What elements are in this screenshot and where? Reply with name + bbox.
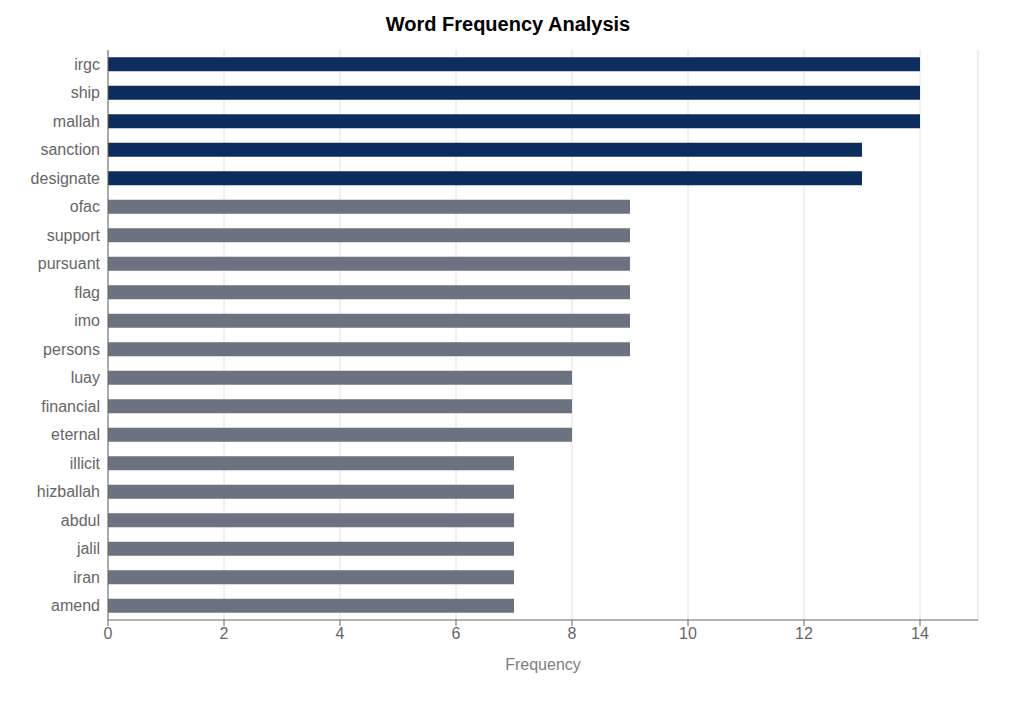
- svg-text:support: support: [47, 227, 101, 244]
- svg-text:6: 6: [452, 625, 461, 642]
- svg-text:ofac: ofac: [70, 198, 100, 215]
- svg-text:imo: imo: [74, 312, 100, 329]
- svg-text:Frequency: Frequency: [505, 656, 581, 673]
- svg-text:0: 0: [104, 625, 113, 642]
- svg-text:abdul: abdul: [61, 512, 100, 529]
- svg-text:2: 2: [220, 625, 229, 642]
- svg-text:8: 8: [568, 625, 577, 642]
- svg-text:iran: iran: [73, 569, 100, 586]
- svg-text:ship: ship: [71, 84, 100, 101]
- svg-text:eternal: eternal: [51, 426, 100, 443]
- svg-text:designate: designate: [31, 170, 100, 187]
- svg-text:sanction: sanction: [40, 141, 100, 158]
- svg-text:persons: persons: [43, 341, 100, 358]
- svg-text:luay: luay: [71, 369, 100, 386]
- svg-text:4: 4: [336, 625, 345, 642]
- svg-text:illicit: illicit: [70, 455, 101, 472]
- svg-text:flag: flag: [74, 284, 100, 301]
- svg-text:jalil: jalil: [76, 540, 100, 557]
- svg-text:hizballah: hizballah: [37, 483, 100, 500]
- svg-text:financial: financial: [41, 398, 100, 415]
- svg-text:mallah: mallah: [53, 113, 100, 130]
- svg-text:amend: amend: [51, 597, 100, 614]
- svg-text:12: 12: [795, 625, 813, 642]
- svg-text:14: 14: [911, 625, 929, 642]
- svg-text:pursuant: pursuant: [38, 255, 101, 272]
- svg-text:10: 10: [679, 625, 697, 642]
- svg-text:irgc: irgc: [74, 56, 100, 73]
- html-text:Word Frequency Analysis: Word Frequency Analysis: [385, 13, 631, 35]
